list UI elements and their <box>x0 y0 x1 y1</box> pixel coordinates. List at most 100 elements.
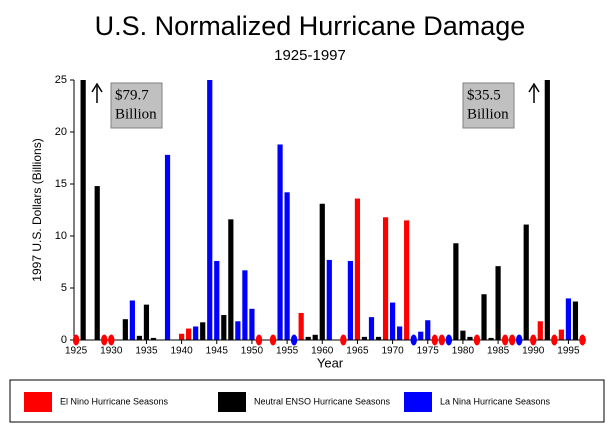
x-tick-label: 1990 <box>522 346 545 357</box>
zero-marker <box>431 334 438 346</box>
zero-marker <box>269 334 277 346</box>
legend-swatch <box>218 392 246 412</box>
zero-marker <box>410 334 417 346</box>
zero-marker <box>101 334 108 346</box>
x-tick-label: 1975 <box>417 346 440 357</box>
bar <box>453 243 459 340</box>
zero-marker <box>515 334 523 346</box>
bar <box>150 337 157 340</box>
zero-marker <box>501 334 509 346</box>
bar <box>354 198 361 340</box>
x-tick-label: 1985 <box>487 346 510 357</box>
zero-marker <box>438 334 446 346</box>
x-tick-label: 1995 <box>557 346 580 357</box>
zero-marker <box>579 334 586 346</box>
zero-marker <box>445 334 453 346</box>
bar <box>488 337 494 340</box>
zero-marker <box>473 334 481 346</box>
bar <box>397 326 403 340</box>
bar <box>179 333 185 340</box>
annotation-text: Billion <box>115 106 157 122</box>
zero-marker <box>72 334 80 346</box>
bar <box>94 186 100 340</box>
legend-label: La Nina Hurricane Seasons <box>440 396 551 406</box>
bar <box>347 260 353 340</box>
bar <box>467 336 473 340</box>
x-tick-label: 1935 <box>135 346 158 357</box>
x-tick-label: 1965 <box>346 346 369 357</box>
annotation-text: $79.7 <box>115 87 149 103</box>
bar <box>242 270 248 340</box>
y-tick-label: 0 <box>61 334 67 346</box>
y-tick-label: 20 <box>55 126 67 138</box>
bar <box>207 80 213 340</box>
bar <box>143 304 150 340</box>
x-tick-label: 1930 <box>100 346 123 357</box>
bar <box>418 331 424 340</box>
bar <box>404 220 410 340</box>
bar <box>558 329 564 340</box>
zero-marker <box>530 334 537 346</box>
bar <box>312 334 318 340</box>
bar <box>298 312 304 340</box>
zero-marker <box>340 334 347 346</box>
x-tick-label: 1925 <box>65 346 88 357</box>
bar <box>221 315 227 340</box>
y-tick-label: 5 <box>61 282 67 294</box>
bar <box>235 321 241 340</box>
bar <box>249 308 255 340</box>
bar <box>565 298 572 340</box>
x-tick-label: 1940 <box>170 346 193 357</box>
bar <box>572 301 579 340</box>
bar <box>200 322 206 340</box>
legend-label: El Nino Hurricane Seasons <box>60 396 169 406</box>
legend-swatch <box>24 392 52 412</box>
bar <box>495 266 501 340</box>
bar <box>193 326 199 340</box>
zero-marker <box>551 334 558 346</box>
bar <box>186 328 192 340</box>
bar <box>544 80 550 341</box>
zero-marker <box>255 334 263 346</box>
bar <box>136 335 143 340</box>
x-tick-label: 1950 <box>241 346 264 357</box>
bar <box>122 319 128 340</box>
bar <box>284 192 290 340</box>
x-tick-label: 1980 <box>452 346 475 357</box>
bar <box>80 80 86 340</box>
annotation-arrowhead <box>91 82 103 93</box>
bar <box>460 330 466 340</box>
chart-title: U.S. Normalized Hurricane Damage <box>95 11 526 41</box>
bar <box>375 336 382 340</box>
bar <box>228 219 234 340</box>
bar <box>326 259 332 340</box>
x-tick-label: 1945 <box>206 346 229 357</box>
annotation-box <box>110 82 163 129</box>
annotation-box <box>462 82 515 129</box>
bar <box>305 336 311 340</box>
y-tick-label: 10 <box>55 230 67 242</box>
annotation-arrowhead <box>528 82 540 93</box>
bar <box>537 321 543 340</box>
legend-box <box>9 379 605 423</box>
bar <box>361 336 368 340</box>
legend-label: Neutral ENSO Hurricane Seasons <box>254 396 391 406</box>
bar <box>425 320 431 340</box>
bar <box>382 217 389 340</box>
bar <box>319 203 325 340</box>
x-tick-label: 1960 <box>311 346 334 357</box>
zero-marker <box>108 334 115 346</box>
x-tick-label: 1970 <box>381 346 404 357</box>
bar <box>481 294 487 340</box>
bar <box>523 224 529 340</box>
zero-marker <box>508 334 516 346</box>
bar <box>368 317 375 340</box>
chart-subtitle: 1925-1997 <box>274 47 346 64</box>
zero-marker <box>290 334 298 346</box>
bar <box>389 302 396 340</box>
annotation-text: Billion <box>467 106 509 122</box>
plot-area <box>80 80 579 341</box>
legend-swatch <box>404 392 432 412</box>
y-axis-label: 1997 U.S. Dollars (Billions) <box>30 138 44 281</box>
